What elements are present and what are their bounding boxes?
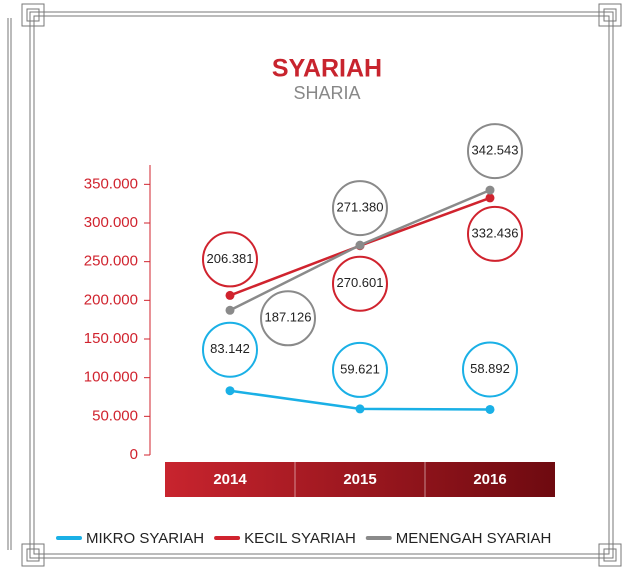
label-bubble: [467, 205, 523, 262]
data-point: [225, 386, 235, 396]
data-point: [355, 404, 365, 414]
data-point: [225, 290, 235, 300]
label-bubble: [462, 341, 518, 398]
y-tick-label: 350.000: [84, 175, 138, 192]
data-label: 271.380: [337, 200, 384, 215]
chart-subtitle: SHARIA: [293, 83, 360, 103]
x-tick-label: 2016: [473, 471, 506, 488]
x-tick-label: 2014: [213, 471, 247, 488]
y-tick-label: 50.000: [92, 407, 138, 424]
data-point: [485, 185, 495, 195]
legend-label: MIKRO SYARIAH: [86, 530, 204, 547]
data-point: [485, 193, 495, 203]
y-tick-label: 200.000: [84, 291, 138, 308]
label-bubble: [202, 231, 258, 288]
category-band: [165, 462, 555, 497]
label-bubble: [202, 321, 258, 378]
data-point: [225, 305, 235, 315]
data-label: 59.621: [340, 361, 380, 376]
data-label: 332.436: [472, 225, 519, 240]
label-bubble: [260, 290, 316, 347]
y-tick-label: 300.000: [84, 214, 138, 231]
data-label: 187.126: [265, 310, 312, 325]
data-label: 270.601: [337, 275, 384, 290]
data-label: 58.892: [470, 361, 510, 376]
y-tick-label: 0: [130, 446, 138, 463]
data-label: 206.381: [207, 251, 254, 266]
frame: [7, 3, 622, 567]
data-point: [355, 240, 365, 250]
data-point: [485, 404, 495, 414]
label-bubble: [332, 180, 388, 237]
y-tick-label: 100.000: [84, 369, 138, 386]
label-bubble: [332, 341, 388, 398]
chart-title: SYARIAH: [272, 55, 382, 83]
y-tick-label: 150.000: [84, 330, 138, 347]
data-label: 83.142: [210, 341, 250, 356]
label-bubble: [467, 123, 523, 180]
legend-label: KECIL SYARIAH: [244, 530, 356, 547]
x-tick-label: 2015: [343, 471, 376, 488]
y-tick-label: 250.000: [84, 253, 138, 270]
legend-label: MENENGAH SYARIAH: [396, 530, 552, 547]
data-label: 342.543: [472, 143, 519, 158]
label-bubble: [332, 255, 388, 312]
